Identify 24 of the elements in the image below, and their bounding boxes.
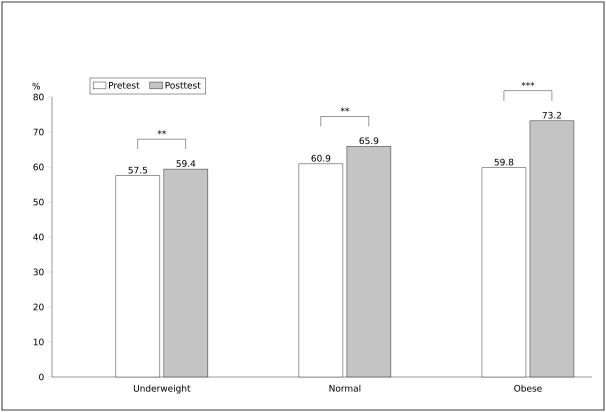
x-tick-label: Obese [514,384,542,392]
legend-label: Pretest [109,82,140,89]
y-tick-label: 60 [33,164,44,170]
x-tick-label: Normal [330,384,360,392]
data-label: 65.9 [360,137,378,144]
y-axis-title: % [32,82,40,90]
data-label: 57.5 [128,166,148,174]
y-tick-label: 0 [39,374,44,380]
annotation: ** [158,130,166,134]
data-label: 59.8 [494,158,514,166]
x-tick-label: Underweight [134,384,190,394]
data-label: 59.4 [176,160,196,167]
data-label: 73.2 [542,112,562,119]
y-tick-label: 30 [34,268,44,276]
legend-label: Posttest [166,82,200,89]
annotation: ** [340,108,350,112]
y-tick-label: 20 [33,304,44,310]
y-tick-label: 50 [34,198,44,206]
y-tick-label: 10 [34,338,44,346]
y-tick-label: 40 [33,234,44,240]
text: *** [521,82,534,86]
y-tick-label: 80 [33,94,44,100]
data-label: 60.9 [312,154,330,162]
y-tick-label: 70 [34,128,44,136]
